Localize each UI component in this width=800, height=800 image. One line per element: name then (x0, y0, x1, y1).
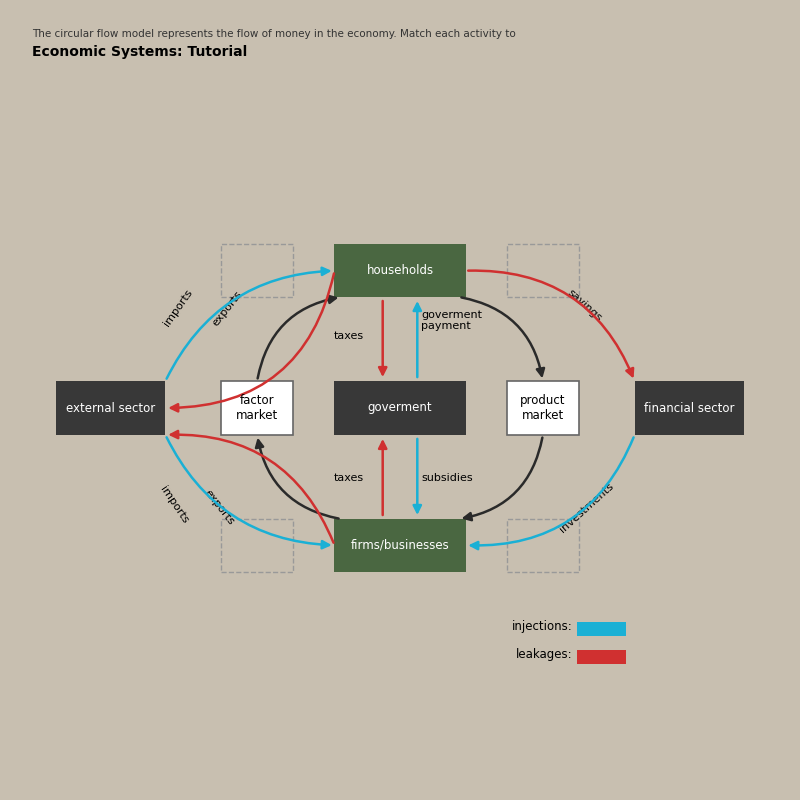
Text: Economic Systems: Tutorial: Economic Systems: Tutorial (32, 45, 247, 59)
Text: exports: exports (210, 289, 244, 328)
Bar (577, 622, 626, 636)
FancyArrowPatch shape (258, 296, 336, 378)
FancyArrowPatch shape (468, 270, 633, 376)
Text: exports: exports (202, 488, 236, 527)
FancyBboxPatch shape (56, 382, 165, 434)
FancyArrowPatch shape (464, 438, 542, 520)
FancyBboxPatch shape (635, 382, 744, 434)
FancyArrowPatch shape (462, 298, 544, 376)
Text: investments: investments (558, 481, 615, 534)
Bar (577, 650, 626, 664)
FancyBboxPatch shape (222, 382, 293, 434)
Text: leakages:: leakages: (516, 648, 573, 661)
Text: households: households (366, 264, 434, 278)
Text: goverment: goverment (368, 402, 432, 414)
FancyArrowPatch shape (171, 431, 334, 542)
FancyArrowPatch shape (166, 268, 329, 378)
FancyArrowPatch shape (471, 438, 634, 549)
Text: savings: savings (565, 287, 603, 323)
FancyBboxPatch shape (334, 518, 466, 572)
FancyBboxPatch shape (507, 382, 578, 434)
Text: taxes: taxes (334, 331, 364, 342)
Text: goverment
payment: goverment payment (421, 310, 482, 331)
FancyBboxPatch shape (334, 244, 466, 298)
Text: imports: imports (162, 288, 194, 329)
Text: firms/businesses: firms/businesses (350, 538, 450, 552)
Text: financial sector: financial sector (644, 402, 734, 414)
Text: The circular flow model represents the flow of money in the economy. Match each : The circular flow model represents the f… (32, 29, 516, 38)
Text: product
market: product market (520, 394, 566, 422)
Text: external sector: external sector (66, 402, 155, 414)
Text: imports: imports (158, 484, 190, 525)
FancyArrowPatch shape (256, 440, 338, 518)
FancyArrowPatch shape (166, 438, 329, 548)
Text: subsidies: subsidies (421, 473, 473, 483)
FancyBboxPatch shape (334, 382, 466, 434)
Text: injections:: injections: (512, 620, 573, 633)
Text: factor
market: factor market (236, 394, 278, 422)
FancyArrowPatch shape (171, 274, 334, 411)
Text: taxes: taxes (334, 473, 364, 483)
